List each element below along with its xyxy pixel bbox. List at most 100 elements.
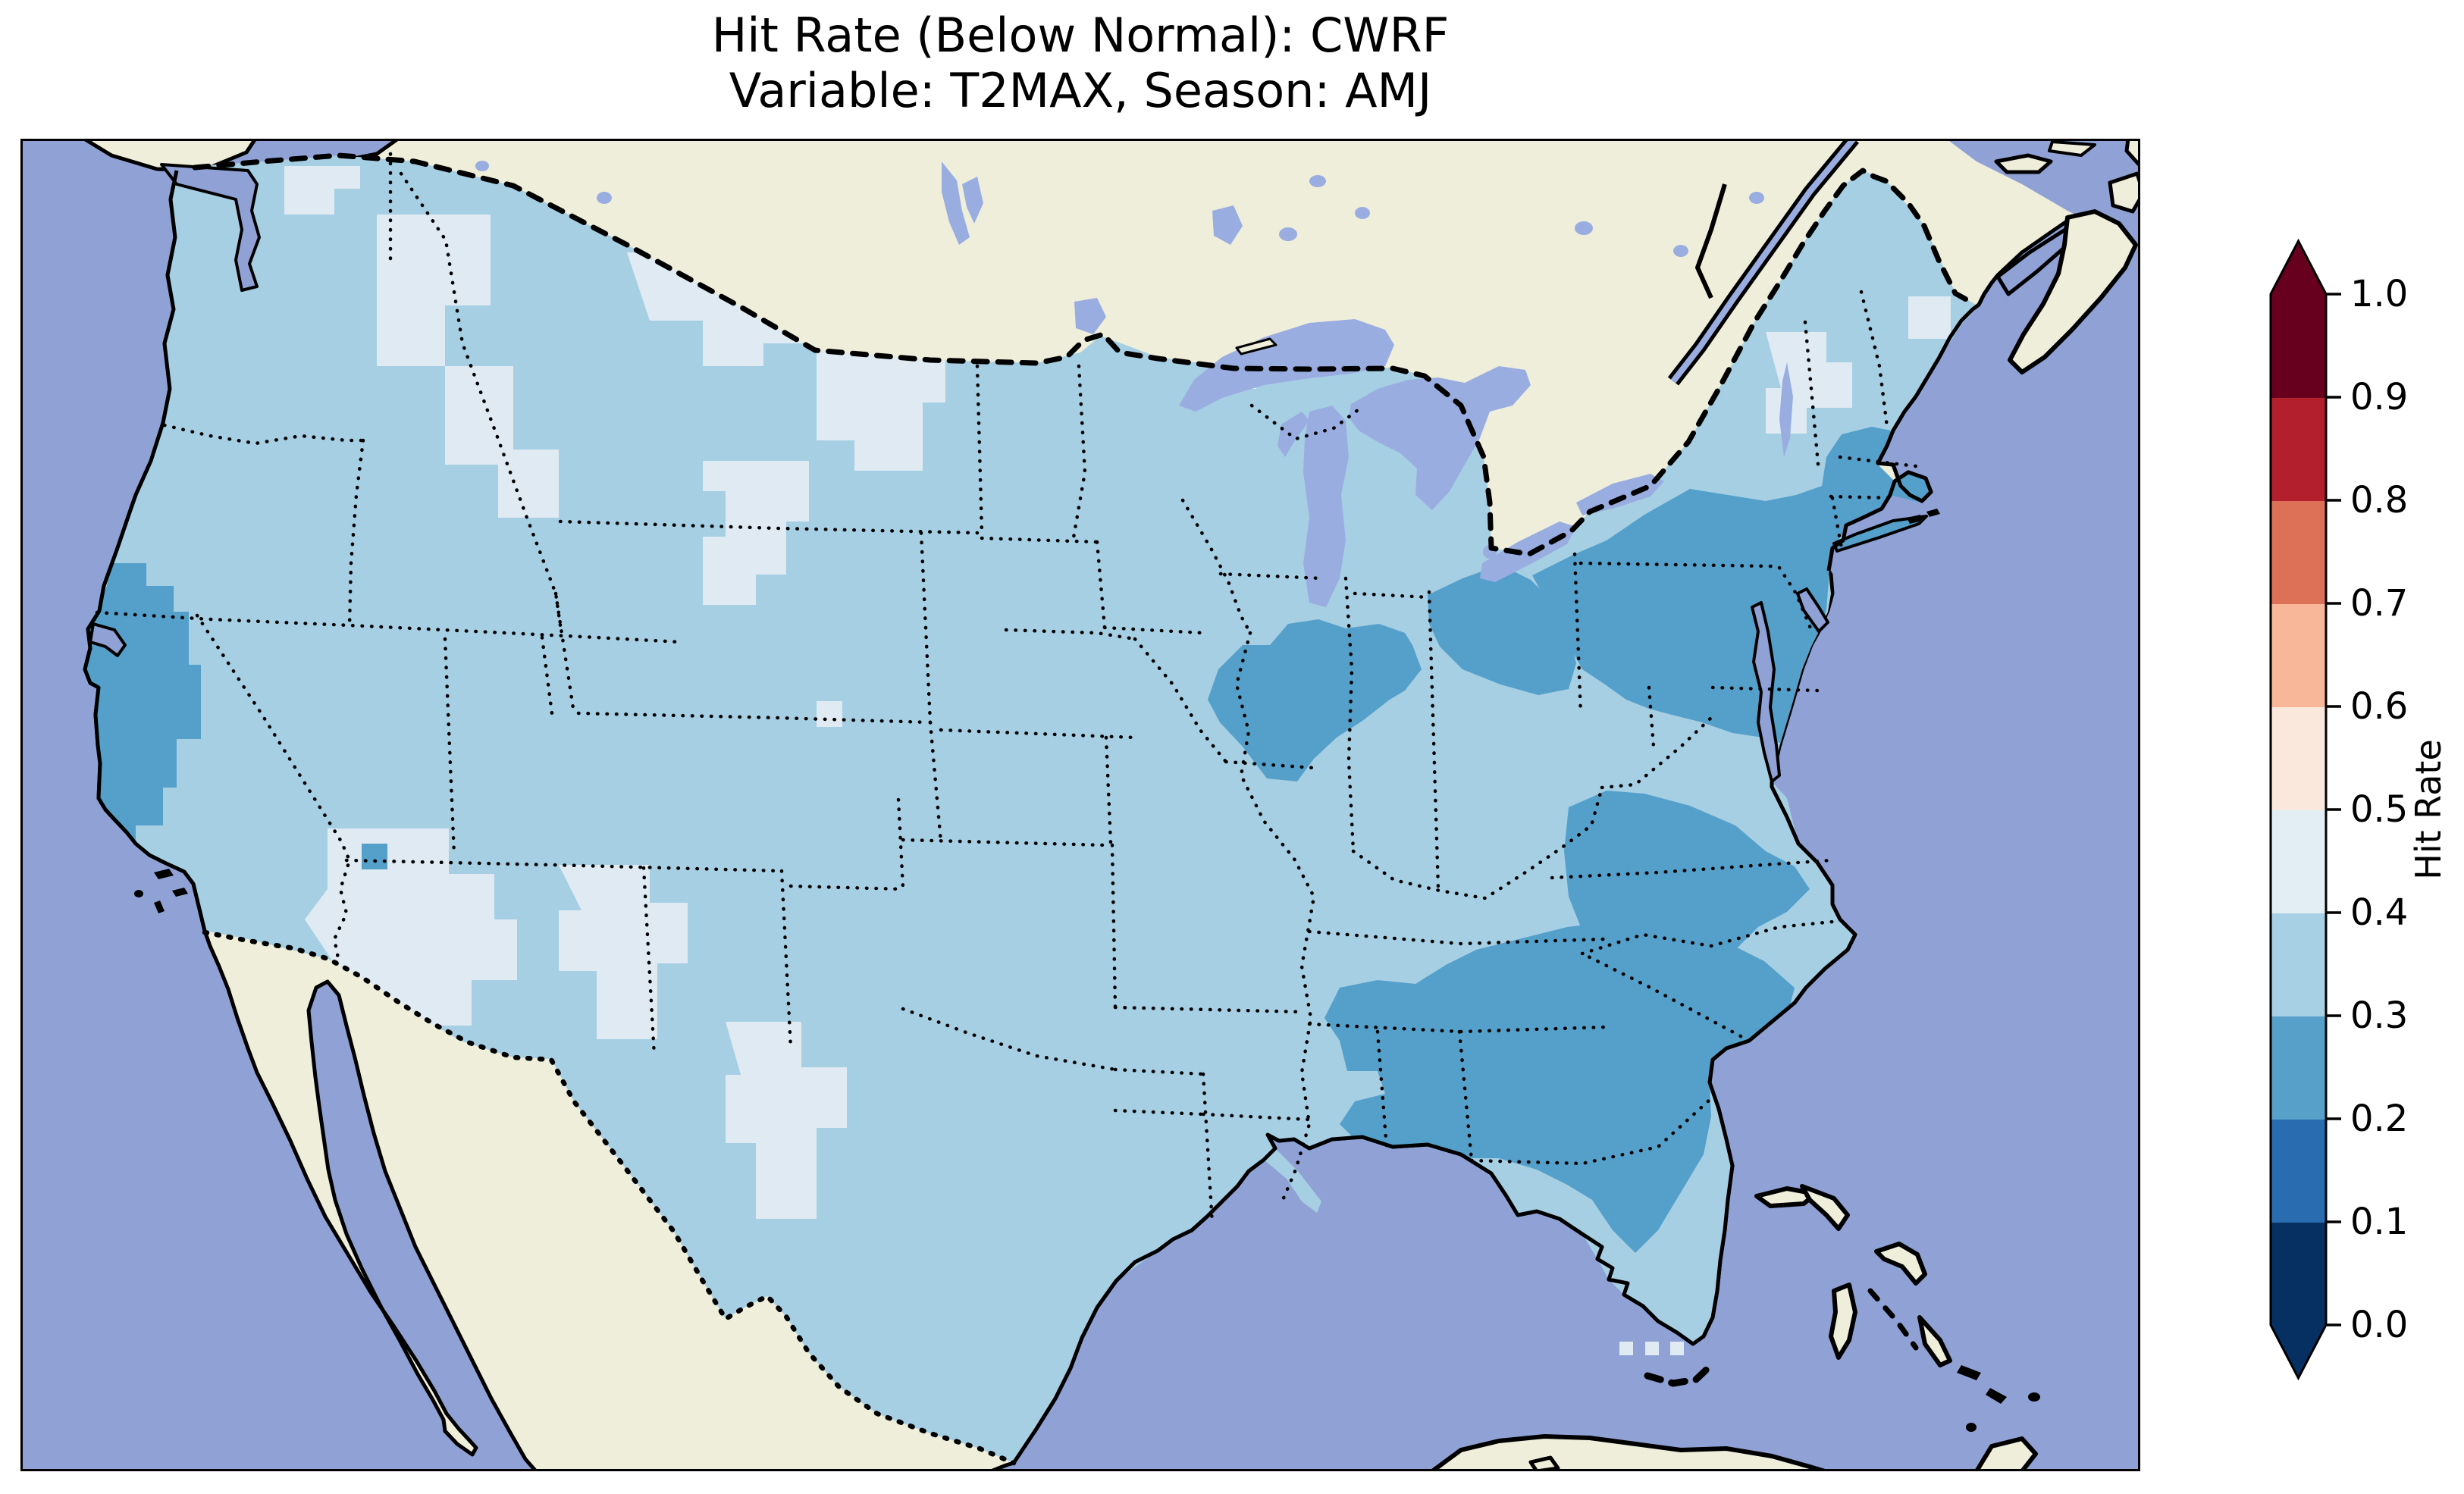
state-al-ga [1457, 1029, 1474, 1163]
colorbar-segment [2271, 397, 2326, 501]
state-id-wy [553, 591, 576, 716]
lake-champlain [1779, 362, 1793, 457]
lake-winnipeg [942, 161, 983, 245]
lake-erie [1480, 521, 1576, 582]
colorbar-tick-label: 0.3 [2350, 994, 2408, 1037]
mid-northeast [1532, 427, 1937, 745]
colorbar-segment [2271, 500, 2326, 604]
state-nj-delaware-river [1777, 565, 1814, 632]
state-ct-ma [1829, 494, 1895, 500]
state-42n-line [95, 610, 682, 644]
state-ky-tn [1307, 929, 1606, 946]
state-ks-ne [939, 728, 1137, 740]
state-nd-sd [980, 536, 1099, 544]
colorbar-tick-label: 0.0 [2350, 1304, 2408, 1346]
state-wy-co [576, 711, 931, 725]
state-nv-ut [443, 637, 456, 857]
state-ga-fl [1469, 1098, 1712, 1166]
state-az-nm [641, 866, 657, 1058]
lake-superior [1179, 319, 1394, 412]
state-la-ms [1201, 1112, 1312, 1122]
state-mt-wy [558, 519, 980, 535]
colorbar-segment [2271, 1222, 2326, 1326]
state-il-in [1343, 576, 1356, 853]
mid-ohio [1428, 565, 1576, 695]
nova-scotia [2008, 209, 2138, 374]
plot-title-line1: Hit Rate (Below Normal): CWRF [711, 8, 1450, 63]
plot-title-line2: Variable: T2MAX, Season: AMJ [729, 63, 1432, 119]
bahamas-eleuthera [1874, 1242, 1927, 1286]
st-lawrence-river-water [1670, 139, 1857, 384]
chesapeake-bay [1751, 601, 1781, 783]
state-sd-ne [1004, 628, 1137, 641]
state-ne-ia-missouri-river [1133, 637, 1228, 764]
map-canvas [20, 139, 2140, 1471]
colorbar-tick-label: 0.6 [2350, 685, 2408, 728]
isle-of-youth [1528, 1455, 1560, 1471]
state-ca-nv-colorado-river [195, 613, 352, 964]
colorbar-tick-label: 0.9 [2350, 376, 2408, 418]
state-mississippi-river [1234, 631, 1316, 1202]
colorbar-under-arrow [2271, 1325, 2326, 1378]
puget-sound-strait [160, 163, 261, 292]
bahamas-andros [1829, 1283, 1857, 1360]
mid-southeast-georgia [1324, 919, 1795, 1253]
prince-edward-island [1994, 153, 2053, 174]
state-mi-oh-in [1353, 591, 1431, 600]
state-ma-north [1838, 455, 1918, 468]
us-canada-border [192, 152, 1972, 557]
mid-illinois-indiana [1208, 619, 1422, 781]
state-oh-pa [1572, 552, 1583, 717]
state-wv-va-ridge [1600, 714, 1715, 790]
pale-west-texas [726, 1022, 847, 1219]
gulf-of-st-lawrence [1946, 139, 2140, 252]
colorbar-segment [2271, 1016, 2326, 1120]
colorbar-segment [2271, 913, 2326, 1016]
plot-title: Hit Rate (Below Normal): CWRF Variable: … [0, 8, 2161, 118]
state-or-id [347, 438, 365, 628]
cape-breton [2108, 171, 2140, 214]
state-ks-mo [1104, 735, 1113, 846]
colorbar-segment [2271, 1119, 2326, 1223]
state-ga-sc-savannah [1580, 951, 1751, 1043]
state-ut-az-nm [344, 858, 784, 873]
state-wy-east [919, 531, 933, 725]
coastline-overlay [83, 170, 1999, 1464]
colorbar-segment [2271, 603, 2326, 707]
state-red-river [901, 1007, 1118, 1072]
state-nc-sc [1580, 919, 1842, 956]
state-tx-la [1201, 1072, 1215, 1226]
georgian-bay [1465, 366, 1531, 412]
state-ny-vt [1803, 320, 1821, 475]
lake-nipigon [1212, 205, 1243, 245]
state-wv-pa [1647, 685, 1656, 749]
state-va-nc [1550, 858, 1833, 880]
state-pa-md-mason-dixon [1710, 685, 1820, 693]
newfoundland-corner [2124, 139, 2140, 168]
colorbar-axis-label: Hit Rate [2408, 739, 2449, 880]
pale-ewash-idaho [377, 215, 559, 518]
colorbar-tick-label: 0.1 [2350, 1201, 2408, 1243]
pale-maine-cells [1908, 296, 1951, 339]
lake-michigan [1303, 406, 1349, 607]
state-wi-il [1218, 572, 1324, 581]
channel-islands [134, 869, 188, 913]
us-mexico-border [202, 929, 1017, 1466]
mid-se-utah-cell [362, 844, 387, 869]
state-mt-nd [975, 364, 984, 535]
lake-huron [1349, 377, 1490, 510]
state-wa-or [162, 423, 365, 446]
lake-ontario [1576, 474, 1664, 515]
colorbar: 1.0 0.9 0.8 0.7 0.6 0.5 0.4 0.3 0.2 0.1 0.0 Hit Rat… [2269, 238, 2449, 1381]
colorbar-panel: 1.0 0.9 0.8 0.7 0.6 0.5 0.4 0.3 0.2 0.1 0.0 Hit Rat… [2244, 227, 2464, 1410]
colorbar-over-arrow [2271, 241, 2326, 294]
lake-of-the-woods [1074, 298, 1106, 334]
pale-nw-wyoming [703, 461, 809, 605]
state-nm-tx [779, 869, 793, 1051]
pale-offshore-cells-florida [1619, 1342, 1684, 1355]
florida-keys [1644, 1359, 1717, 1387]
state-ohio-river [1351, 785, 1604, 900]
state-pa-ny [1578, 561, 1774, 568]
colorbar-segment [2271, 294, 2326, 398]
state-nd-mn [1071, 364, 1087, 544]
